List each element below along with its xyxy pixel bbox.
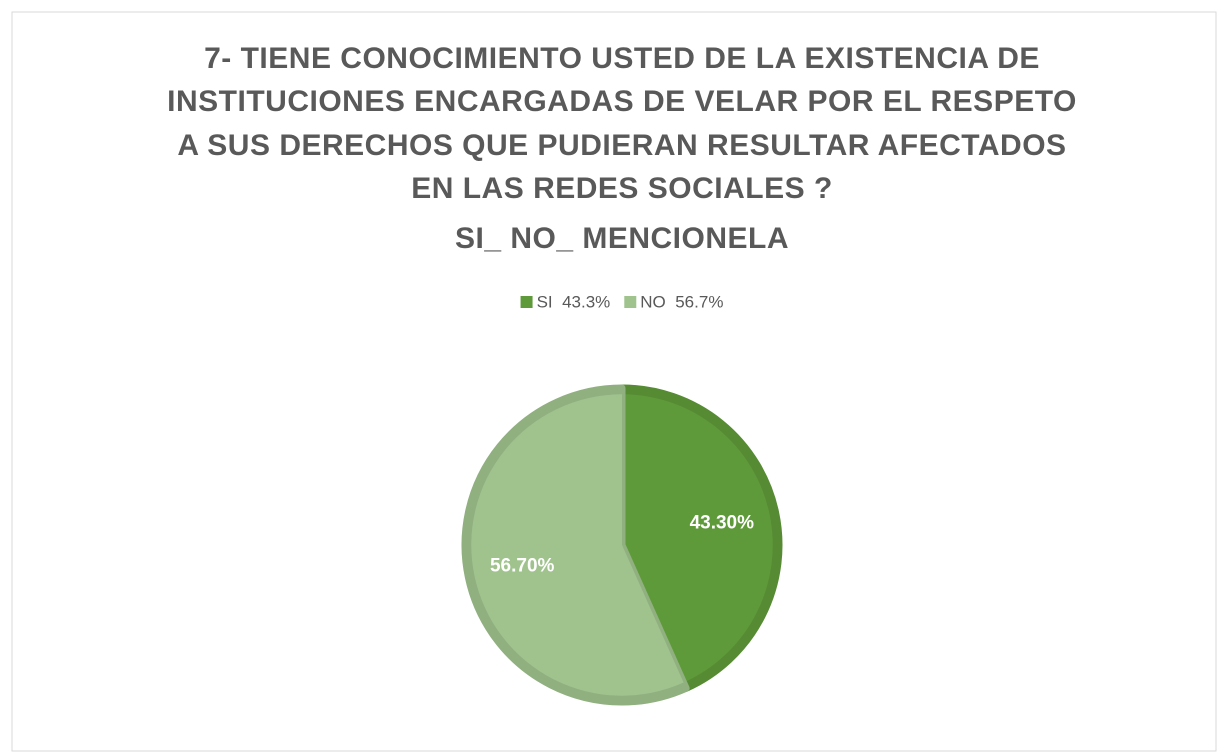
chart-title: EN LAS REDES SOCIALES ? (411, 172, 833, 205)
legend-label: SI 43.3% (537, 292, 611, 311)
legend-swatch (624, 296, 637, 308)
legend-swatch (520, 296, 533, 308)
pie-slice-fill (622, 394, 773, 683)
chart-title: 7- TIENE CONOCIMIENTO USTED DE LA EXISTE… (204, 42, 1040, 75)
chart-title: INSTITUCIONES ENCARGADAS DE VELAR POR EL… (167, 85, 1077, 118)
data-label: 43.30% (690, 513, 755, 534)
data-label: 56.70% (490, 555, 555, 576)
chart-title: SI_ NO_ MENCIONELA (455, 222, 789, 255)
chart-title: A SUS DERECHOS QUE PUDIERAN RESULTAR AFE… (177, 129, 1066, 162)
legend-label: NO 56.7% (640, 292, 723, 311)
pie-slice-fill (471, 394, 684, 696)
